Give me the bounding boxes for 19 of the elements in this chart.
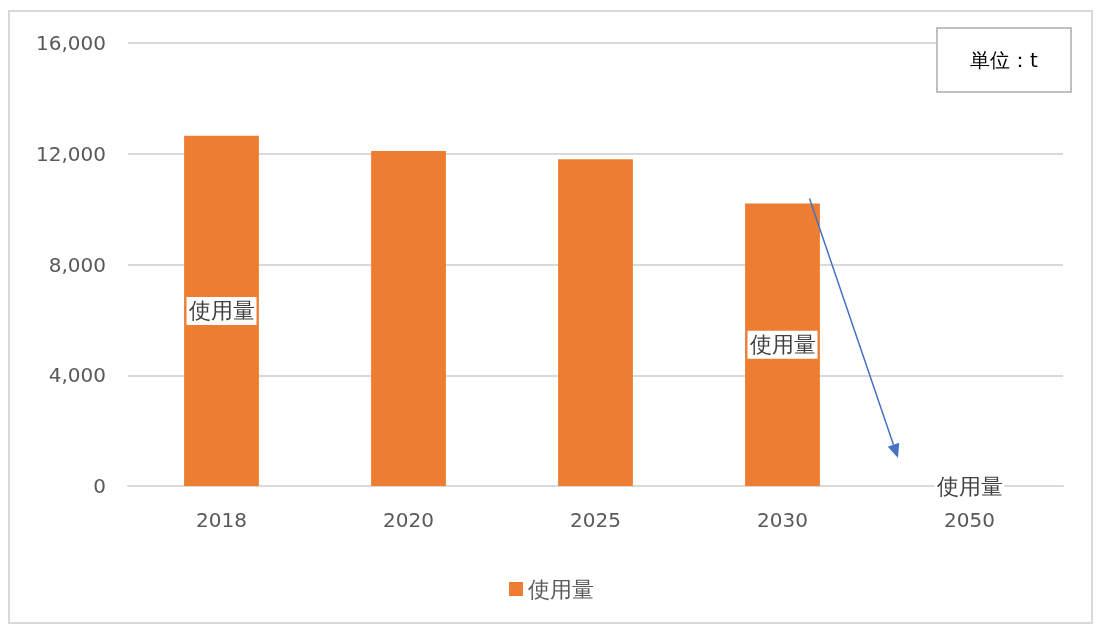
bar — [184, 135, 259, 486]
y-tick-label: 12,000 — [36, 141, 106, 166]
data-label: 使用量 — [936, 473, 1003, 499]
data-label: 使用量 — [749, 332, 816, 358]
x-tick-label: 2025 — [570, 508, 621, 532]
x-tick-label: 2050 — [944, 508, 995, 532]
legend-label: 使用量 — [528, 576, 594, 602]
y-tick-label: 4,000 — [48, 363, 106, 388]
x-tick-label: 2030 — [757, 508, 808, 532]
y-tick-label: 8,000 — [48, 252, 106, 277]
x-tick-label: 2020 — [383, 508, 434, 532]
bar — [745, 203, 820, 486]
y-tick-label: 0 — [93, 474, 106, 498]
bar — [558, 159, 633, 486]
data-label: 使用量 — [188, 298, 255, 324]
bar — [371, 150, 446, 486]
x-tick-label: 2018 — [196, 508, 247, 532]
y-tick-label: 16,000 — [36, 31, 106, 55]
text-box: 単位：t — [936, 27, 1072, 93]
